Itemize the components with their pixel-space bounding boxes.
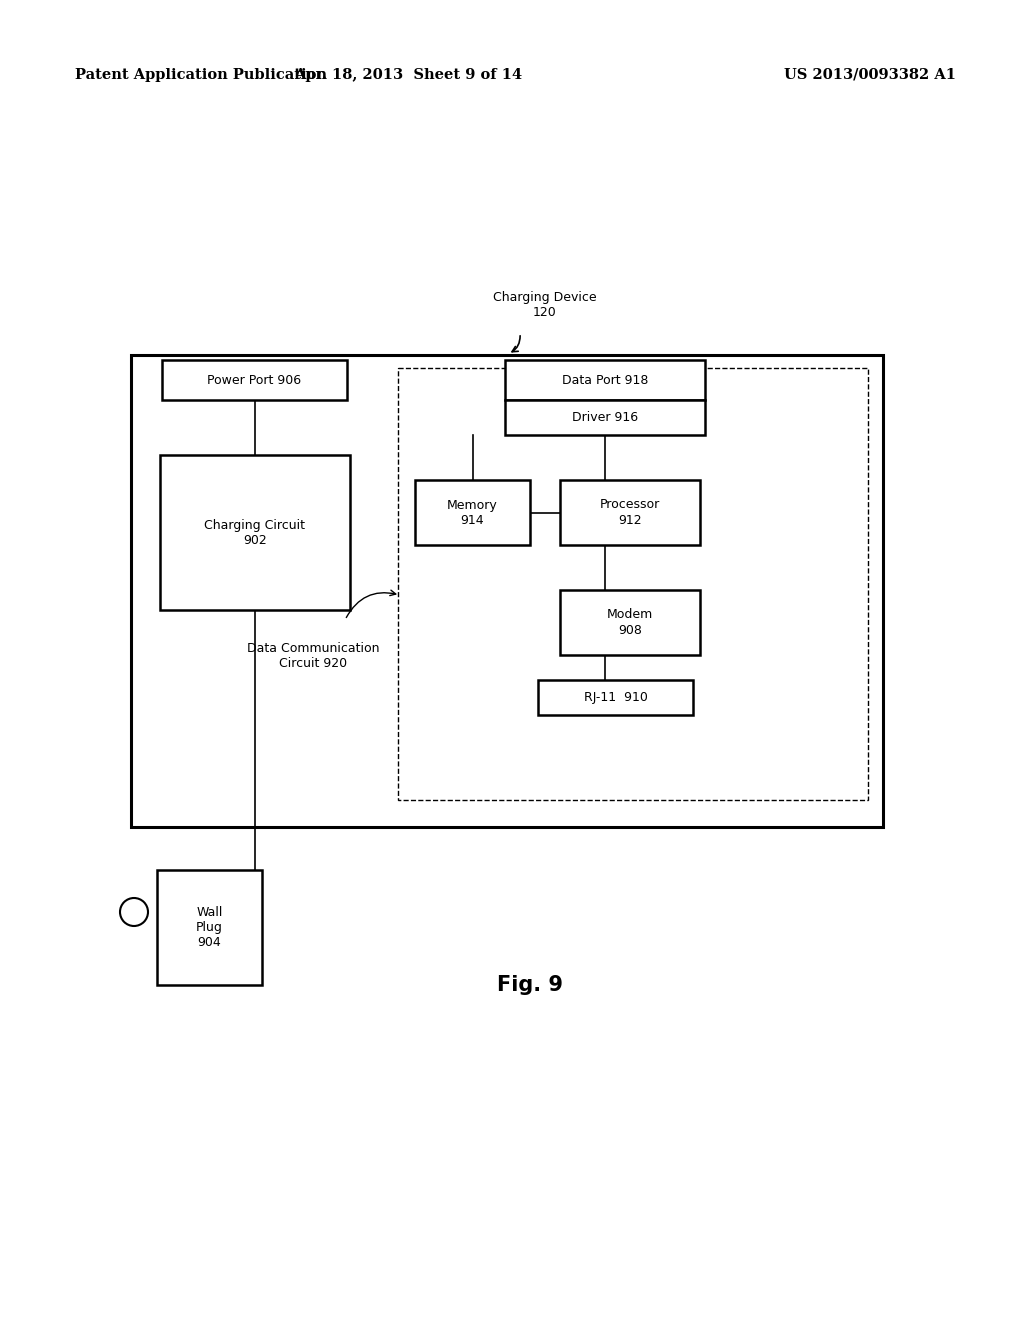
Text: RJ-11  910: RJ-11 910 xyxy=(584,690,647,704)
Bar xyxy=(162,360,347,400)
Text: Memory
914: Memory 914 xyxy=(447,499,498,527)
Bar xyxy=(157,870,262,985)
Text: Data Port 918: Data Port 918 xyxy=(562,374,648,387)
Bar xyxy=(538,680,693,715)
Text: Driver 916: Driver 916 xyxy=(572,411,638,424)
Text: Data Communication
Circuit 920: Data Communication Circuit 920 xyxy=(247,642,379,671)
Text: Charging Device
120: Charging Device 120 xyxy=(494,290,597,319)
Bar xyxy=(398,368,868,800)
Bar xyxy=(415,480,530,545)
Bar xyxy=(160,455,350,610)
Text: Modem
908: Modem 908 xyxy=(607,609,653,636)
Bar xyxy=(560,480,700,545)
Text: Wall
Plug
904: Wall Plug 904 xyxy=(196,906,223,949)
Bar xyxy=(505,360,705,400)
Text: Processor
912: Processor 912 xyxy=(600,499,660,527)
Bar xyxy=(560,590,700,655)
Bar xyxy=(505,400,705,436)
Text: US 2013/0093382 A1: US 2013/0093382 A1 xyxy=(784,69,956,82)
Text: Patent Application Publication: Patent Application Publication xyxy=(75,69,327,82)
Circle shape xyxy=(120,898,148,927)
Bar xyxy=(131,355,883,828)
Text: Charging Circuit
902: Charging Circuit 902 xyxy=(205,519,305,546)
Text: Fig. 9: Fig. 9 xyxy=(497,975,563,995)
Text: Power Port 906: Power Port 906 xyxy=(208,374,301,387)
Text: Apr. 18, 2013  Sheet 9 of 14: Apr. 18, 2013 Sheet 9 of 14 xyxy=(294,69,522,82)
